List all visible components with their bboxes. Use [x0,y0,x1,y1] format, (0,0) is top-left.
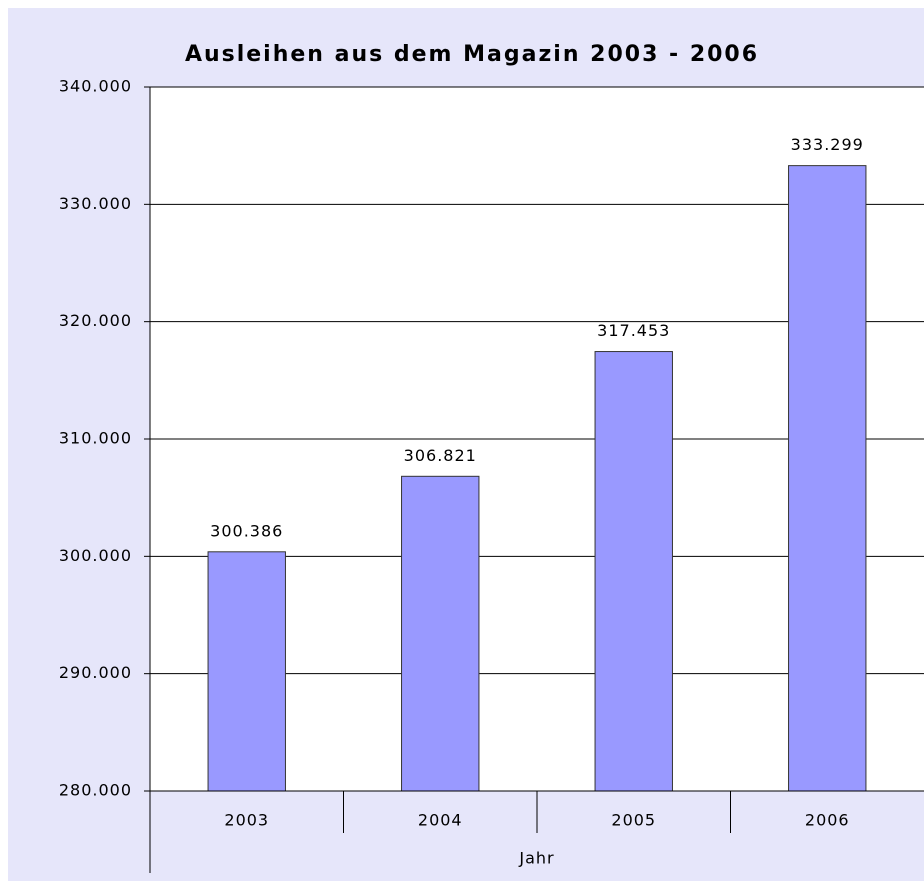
chart-title: Ausleihen aus dem Magazin 2003 - 2006 [185,42,759,67]
bar [594,351,673,792]
data-label: 317.453 [597,321,670,340]
data-label: 300.386 [210,521,283,540]
y-tick-label: 330.000 [59,194,132,213]
x-tick-label: 2006 [805,811,850,830]
bar [788,165,867,792]
x-tick-label: 2003 [224,811,269,830]
y-tick-label: 290.000 [59,663,132,682]
bar [401,475,480,792]
y-tick-label: 340.000 [59,77,132,96]
data-label: 306.821 [404,446,477,465]
y-tick-label: 320.000 [59,311,132,330]
x-axis-label: Jahr [518,849,554,868]
y-tick-label: 280.000 [59,781,132,800]
bar [207,551,286,792]
x-tick-label: 2004 [418,811,463,830]
y-tick-label: 300.000 [59,546,132,565]
x-tick-label: 2005 [611,811,656,830]
y-tick-label: 310.000 [59,429,132,448]
data-label: 333.299 [791,135,864,154]
